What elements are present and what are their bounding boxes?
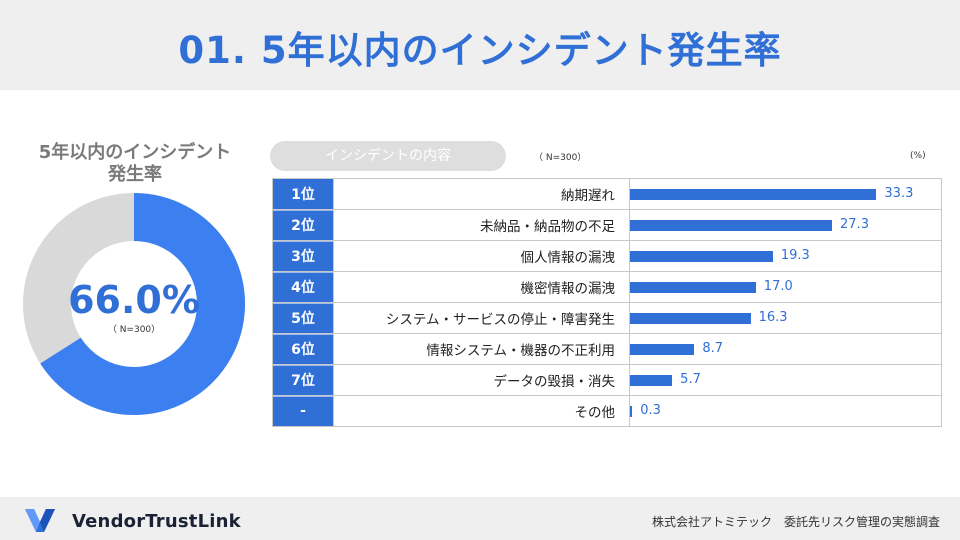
- footer-bar: [0, 497, 960, 540]
- category-label: 納期遅れ: [334, 179, 630, 209]
- rank-label: 1位: [273, 179, 334, 209]
- value-label: 19.3: [780, 248, 810, 263]
- rank-label: 2位: [273, 210, 334, 240]
- bar-cell: 5.7: [630, 365, 942, 395]
- value-label: 17.0: [763, 279, 793, 294]
- category-label: 未納品・納品物の不足: [334, 210, 630, 240]
- value-label: 27.3: [840, 217, 869, 232]
- table-row: 6位 情報システム・機器の不正利用 8.7: [273, 334, 942, 365]
- rank-label: 6位: [273, 334, 334, 364]
- donut-chart: [23, 193, 245, 415]
- donut-title-line2: 発生率: [108, 164, 162, 185]
- rank-label: 7位: [273, 365, 334, 395]
- value-label: 8.7: [702, 341, 724, 356]
- bar-cell: 0.3: [630, 396, 942, 426]
- donut-title-line1: 5年以内のインシデント: [38, 142, 232, 163]
- bar: [630, 406, 633, 417]
- category-label: 個人情報の漏洩: [334, 241, 630, 271]
- list-sample-size: （ N=300）: [534, 153, 587, 163]
- donut-sample-size: （ N=300）: [107, 325, 161, 335]
- bar: [630, 220, 833, 231]
- table-row: 3位 個人情報の漏洩 19.3: [273, 241, 942, 272]
- vendortrustlink-logo-icon: [25, 509, 55, 532]
- bar: [630, 375, 673, 386]
- category-label: その他: [334, 396, 630, 426]
- rank-label: 5位: [273, 303, 334, 333]
- bar-cell: 33.3: [630, 179, 942, 209]
- footer-credit: 株式会社アトミテック 委託先リスク管理の実態調査: [651, 515, 940, 529]
- ranking-table: 1位 納期遅れ 33.3 2位 未納品・納品物の不足 27.3 3位 個人情報の漏洩 19.3 4…: [272, 178, 942, 427]
- table-row: - その他 0.3: [273, 396, 942, 427]
- page-title: 01. 5年以内のインシデント発生率: [178, 29, 782, 72]
- table-row: 7位 データの毀損・消失 5.7: [273, 365, 942, 396]
- header-bar: 01. 5年以内のインシデント発生率: [0, 0, 960, 90]
- bar-cell: 16.3: [630, 303, 942, 333]
- rank-label: -: [273, 396, 334, 426]
- value-label: 16.3: [758, 310, 788, 325]
- donut-value-label: 66.0%: [68, 278, 200, 322]
- brand-name: VendorTrustLink: [72, 511, 241, 532]
- rank-label: 3位: [273, 241, 334, 271]
- table-row: 1位 納期遅れ 33.3: [273, 179, 942, 210]
- category-label: 情報システム・機器の不正利用: [334, 334, 630, 364]
- list-title-pill: インシデントの内容: [270, 141, 506, 171]
- category-label: データの毀損・消失: [334, 365, 630, 395]
- donut-title: 5年以内のインシデント 発生率: [20, 142, 250, 186]
- bar: [630, 313, 751, 324]
- value-label: 33.3: [884, 186, 914, 201]
- rank-label: 4位: [273, 272, 334, 302]
- category-label: 機密情報の漏洩: [334, 272, 630, 302]
- category-label: システム・サービスの停止・障害発生: [334, 303, 630, 333]
- table-row: 5位 システム・サービスの停止・障害発生 16.3: [273, 303, 942, 334]
- unit-label: (%): [910, 151, 926, 161]
- bar: [630, 282, 756, 293]
- bar-cell: 17.0: [630, 272, 942, 302]
- donut-filled-arc: [40, 193, 245, 415]
- bar-cell: 27.3: [630, 210, 942, 240]
- value-label: 0.3: [640, 403, 661, 418]
- bar: [630, 251, 773, 262]
- bar-cell: 8.7: [630, 334, 942, 364]
- table-row: 2位 未納品・納品物の不足 27.3: [273, 210, 942, 241]
- table-row: 4位 機密情報の漏洩 17.0: [273, 272, 942, 303]
- value-label: 5.7: [680, 372, 701, 387]
- bar-cell: 19.3: [630, 241, 942, 271]
- bar: [630, 189, 877, 200]
- bar: [630, 344, 695, 355]
